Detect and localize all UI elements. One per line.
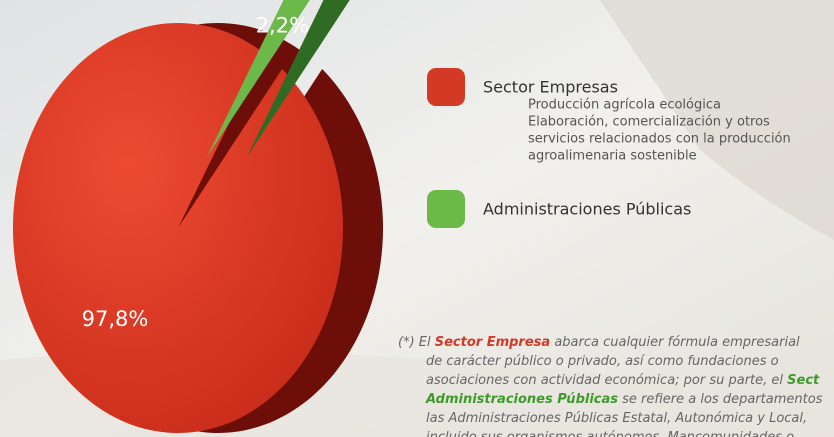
footnote-text: Sect (787, 373, 820, 388)
footnote-text: abarca cualquier fórmula empresarial (550, 335, 800, 350)
legend-detail: servicios relacionados con la producción (528, 132, 791, 147)
legend-detail: agroalimenaria sostenible (528, 149, 697, 164)
footnote-text: las Administraciones Públicas Estatal, A… (426, 411, 807, 426)
legend-detail: Producción agrícola ecológica (528, 98, 721, 113)
footnote-text: se refiere a los departamentos (618, 392, 823, 407)
footnote-text: de carácter público o privado, así como … (426, 354, 779, 369)
legend-label: Administraciones Públicas (483, 200, 691, 219)
footnote-text: Administraciones Públicas (425, 392, 618, 407)
data-label: 97,8% (82, 307, 149, 331)
legend-label: Sector Empresas (483, 78, 618, 97)
legend-detail: Elaboración, comercialización y otros (528, 115, 770, 130)
footnote-text: incluido sus organismos autónomos, Manco… (426, 430, 794, 437)
legend-swatch (427, 190, 465, 228)
footnote-text: (*) El (398, 335, 435, 350)
footnote-text: asociaciones con actividad económica; po… (426, 373, 787, 388)
data-label: 2,2% (256, 13, 309, 37)
legend-swatch (427, 68, 465, 106)
chart: 97,8% 2,2% Sector EmpresasProducción agrí… (0, 0, 834, 437)
footnote-text: Sector Empresa (435, 335, 550, 350)
